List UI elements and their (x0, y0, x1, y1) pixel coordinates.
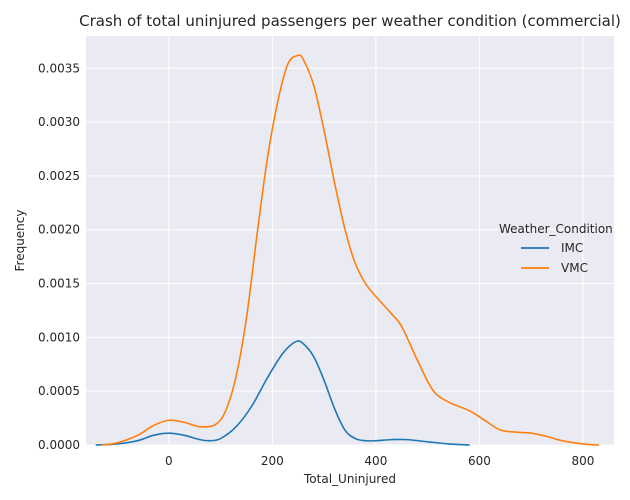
legend: Weather_Condition IMC VMC (499, 222, 613, 275)
x-tick-label: 400 (364, 454, 387, 468)
y-axis-ticks: 0.0000 0.0005 0.0010 0.0015 0.0020 0.0025 0.00… (38, 61, 80, 452)
x-axis-label: Total_Uninjured (303, 472, 396, 486)
series-line-vmc (100, 54, 600, 446)
x-tick-label: 800 (571, 454, 594, 468)
legend-label: VMC (561, 261, 588, 275)
x-tick-label: 200 (261, 454, 284, 468)
legend-title: Weather_Condition (499, 222, 613, 236)
x-axis-ticks: 0 200 400 600 800 (165, 454, 594, 468)
legend-item-imc: IMC (521, 241, 583, 255)
legend-items: IMC VMC (521, 241, 588, 275)
y-tick-label: 0.0035 (38, 61, 80, 75)
y-tick-label: 0.0025 (38, 169, 80, 183)
legend-label: IMC (561, 241, 583, 255)
y-tick-label: 0.0005 (38, 384, 80, 398)
y-axis-label: Frequency (13, 210, 27, 272)
chart-title: Crash of total uninjured passengers per … (79, 12, 621, 30)
x-tick-label: 600 (468, 454, 491, 468)
y-tick-label: 0.0020 (38, 223, 80, 237)
plot-background (86, 36, 614, 445)
y-tick-label: 0.0000 (38, 438, 80, 452)
series-layer (95, 54, 600, 446)
legend-item-vmc: VMC (521, 261, 588, 275)
x-tick-label: 0 (165, 454, 173, 468)
y-tick-label: 0.0030 (38, 115, 80, 129)
y-tick-label: 0.0010 (38, 330, 80, 344)
y-tick-label: 0.0015 (38, 277, 80, 291)
grid-lines (86, 36, 614, 446)
series-line-imc (95, 340, 470, 446)
